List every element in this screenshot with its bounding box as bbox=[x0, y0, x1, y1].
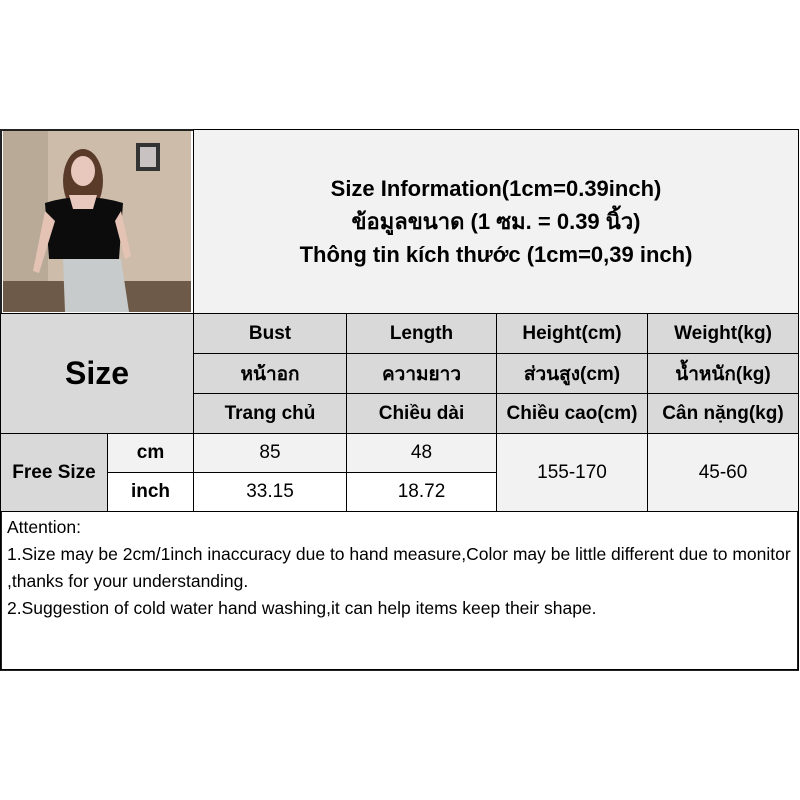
weight-value: 45-60 bbox=[647, 433, 799, 512]
attention-notes: Attention: 1.Size may be 2cm/1inch inacc… bbox=[0, 511, 799, 670]
length-header-vi: Chiều dài bbox=[346, 393, 497, 434]
bust-header-en: Bust bbox=[193, 313, 347, 354]
unit-inch-label: inch bbox=[107, 472, 194, 512]
bust-inch-value: 33.15 bbox=[193, 472, 347, 512]
bust-header-vi: Trang chủ bbox=[193, 393, 347, 434]
height-value: 155-170 bbox=[496, 433, 648, 512]
attention-note-2: 2.Suggestion of cold water hand washing,… bbox=[7, 598, 597, 618]
weight-header-en: Weight(kg) bbox=[647, 313, 799, 354]
length-inch-value: 18.72 bbox=[346, 472, 497, 512]
bust-header-th: หน้าอก bbox=[193, 353, 347, 394]
free-size-label: Free Size bbox=[0, 433, 108, 512]
product-photo bbox=[3, 131, 191, 312]
size-info-title: Size Information(1cm=0.39inch) ข้อมูลขนา… bbox=[193, 129, 799, 314]
weight-header-vi: Cân nặng(kg) bbox=[647, 393, 799, 434]
weight-header-th: น้ำหนัก(kg) bbox=[647, 353, 799, 394]
size-header: Size bbox=[0, 313, 194, 434]
title-vietnamese: Thông tin kích thước (1cm=0,39 inch) bbox=[299, 242, 693, 267]
title-english: Size Information(1cm=0.39inch) bbox=[330, 176, 662, 201]
height-header-vi: Chiều cao(cm) bbox=[496, 393, 648, 434]
height-header-en: Height(cm) bbox=[496, 313, 648, 354]
title-thai: ข้อมูลขนาด (1 ซม. = 0.39 นิ้ว) bbox=[351, 209, 641, 234]
height-header-th: ส่วนสูง(cm) bbox=[496, 353, 648, 394]
length-header-en: Length bbox=[346, 313, 497, 354]
attention-heading: Attention: bbox=[7, 517, 81, 537]
length-header-th: ความยาว bbox=[346, 353, 497, 394]
attention-note-1: 1.Size may be 2cm/1inch inaccuracy due t… bbox=[7, 544, 791, 591]
bust-cm-value: 85 bbox=[193, 433, 347, 473]
length-cm-value: 48 bbox=[346, 433, 497, 473]
unit-cm-label: cm bbox=[107, 433, 194, 473]
